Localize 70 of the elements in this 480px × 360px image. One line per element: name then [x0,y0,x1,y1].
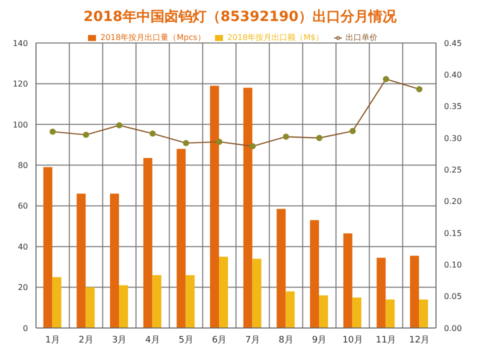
legend-label: 出口单价 [346,33,378,42]
bar [186,275,195,328]
y-tick-label: 60 [18,202,28,211]
y2-tick-label: 0.35 [444,102,462,112]
bar [310,220,319,328]
bar [86,287,95,328]
bar [352,297,362,328]
point [82,132,90,138]
point [116,122,122,128]
y2-tick-label: 0.20 [444,197,462,206]
y2-tick-label: 0.25 [444,166,462,175]
x-tick-label: 12月 [409,335,430,346]
y-tick-label: 20 [18,283,28,292]
legend-label: 2018年按月出口额（M$） [227,33,324,42]
bar [376,258,386,328]
bar [76,194,86,328]
chart-title: 2018年中国卤钨灯（85392190）出口分月情况 [82,8,398,27]
bar [243,88,252,328]
point [350,128,356,134]
y2-tick-label: 0.40 [444,70,462,80]
bar [210,86,219,328]
y2-tick-label: 0.15 [444,228,462,238]
y-tick-label: 100 [12,120,28,130]
legend-label: 2018年按月出口量（Mpcs） [100,33,206,42]
bar [386,300,395,328]
bar [419,300,428,328]
y-tick-label: 0 [22,324,28,333]
x-tick-label: 8月 [278,335,294,346]
y2-tick-label: 0.45 [444,38,462,48]
bar [52,277,62,328]
point [416,86,422,92]
bar [410,256,419,328]
point [50,128,56,135]
point [250,143,256,150]
y2-tick-label: 0.10 [444,260,462,270]
y-tick-label: 120 [12,80,28,89]
bar [319,295,328,328]
x-tick-label: 7月 [245,335,260,346]
bar [152,275,162,328]
bar [143,158,152,328]
point [316,134,322,142]
y-tick-label: 80 [18,160,28,170]
y2-tick-label: 0.05 [444,292,462,302]
bar [110,194,119,328]
y-tick-label: 140 [12,38,28,48]
point [216,138,222,145]
bar [276,208,286,328]
x-tick-label: 10月 [342,335,363,346]
bar [176,148,186,328]
point [382,76,390,82]
x-tick-label: 1月 [45,335,60,346]
x-tick-label: 5月 [178,335,194,346]
x-tick-label: 9月 [312,335,327,346]
bar [119,285,128,328]
x-tick-label: 2月 [78,335,94,346]
bar [43,167,52,328]
bar [219,256,228,328]
bar [343,233,352,328]
x-tick-label: 6月 [212,335,227,346]
y2-tick-label: 0.00 [444,324,462,333]
y2-tick-label: 0.30 [444,134,462,143]
bar [252,258,262,328]
x-tick-label: 3月 [112,335,127,346]
x-tick-label: 11月 [376,335,396,346]
bar [286,291,295,328]
point [150,130,156,137]
x-tick-label: 4月 [145,335,160,346]
point [282,134,290,140]
point [182,140,190,146]
y-tick-label: 40 [18,242,28,252]
